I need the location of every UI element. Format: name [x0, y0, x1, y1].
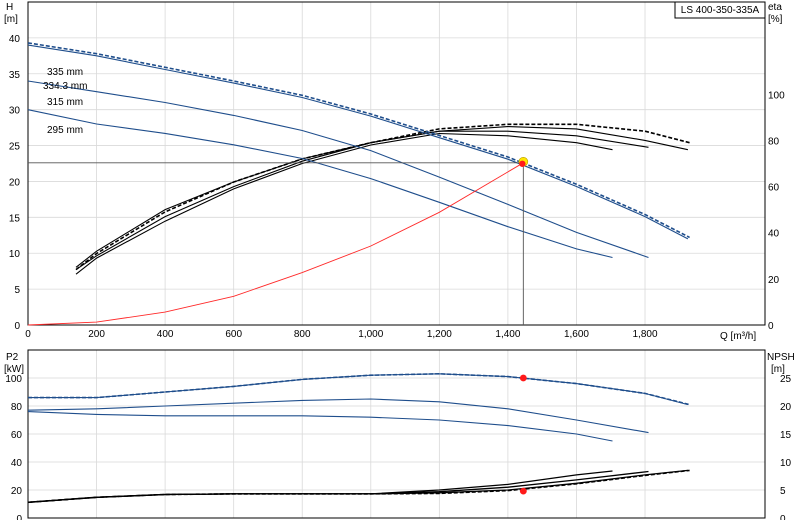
head-curve	[27, 80, 649, 259]
head-axis-unit: [m]	[4, 14, 18, 25]
power-tick-label: 0	[16, 514, 22, 520]
system-curve	[27, 162, 524, 326]
upper-panel: 335 mm 334.3 mm 315 mm 295 mm 0 5 10 15 20 25 30 3…	[4, 1, 785, 342]
power-curve	[28, 372, 690, 406]
q-tick-label: 600	[225, 329, 242, 340]
efficiency-curve	[75, 126, 689, 268]
eta-tick-label: 100	[768, 90, 785, 101]
npsh-tick-label: 15	[780, 430, 792, 441]
head-tick-label: 30	[9, 106, 21, 117]
efficiency-curve	[75, 132, 613, 275]
lower-curves	[27, 372, 690, 504]
lower-marks	[519, 374, 527, 495]
head-curve	[27, 109, 613, 259]
q-tick-label: 1,600	[564, 329, 589, 340]
head-tick-label: 25	[9, 142, 21, 153]
lower-panel: 0 20 40 60 80 100 0 5 10 15 20 25 P2 [kW] NPSH [m]	[4, 349, 795, 520]
duty-point-dot	[519, 160, 526, 167]
head-tick-label: 40	[9, 34, 21, 45]
eta-tick-label: 0	[768, 321, 774, 332]
npsh-axis-ticks: 0 5 10 15 20 25	[780, 374, 792, 520]
power-tick-label: 60	[11, 430, 23, 441]
eta-axis-label: eta	[768, 2, 782, 13]
npsh-tick-label: 25	[780, 374, 792, 385]
head-curve-label: 315 mm	[47, 97, 83, 108]
efficiency-curve	[75, 130, 649, 271]
power-axis-unit: [kW]	[4, 364, 24, 375]
head-tick-label: 10	[9, 249, 21, 260]
duty-power-dot	[519, 374, 527, 382]
q-tick-label: 800	[294, 329, 311, 340]
eta-axis-ticks: 0 20 40 60 80 100	[768, 90, 785, 332]
power-axis-label: P2	[6, 352, 19, 363]
model-label: LS 400-350-335A	[681, 5, 760, 16]
eta-tick-label: 80	[768, 136, 780, 147]
lower-grid	[28, 350, 765, 518]
head-tick-label: 0	[14, 321, 20, 332]
q-tick-label: 400	[157, 329, 174, 340]
lower-plot-frame	[27, 349, 766, 519]
head-curve-label: 334.3 mm	[43, 81, 87, 92]
upper-grid	[28, 2, 765, 325]
npsh-tick-label: 20	[780, 402, 792, 413]
head-curve	[27, 44, 689, 240]
eta-tick-label: 40	[768, 229, 780, 240]
power-curve	[28, 373, 689, 406]
power-tick-label: 20	[11, 486, 23, 497]
head-tick-label: 35	[9, 70, 21, 81]
model-label-box: LS 400-350-335A	[674, 1, 766, 19]
npsh-curve	[27, 469, 690, 504]
head-tick-label: 15	[9, 213, 21, 224]
head-curve	[27, 42, 690, 239]
upper-curves	[27, 42, 690, 326]
npsh-curve	[27, 470, 613, 503]
npsh-tick-label: 10	[780, 458, 792, 469]
head-curve-label: 295 mm	[47, 125, 83, 136]
q-axis-label: Q [m³/h]	[720, 331, 756, 342]
head-tick-label: 20	[9, 177, 21, 188]
npsh-tick-label: 5	[780, 486, 786, 497]
duty-npsh-dot	[519, 487, 527, 495]
power-tick-label: 40	[11, 458, 23, 469]
upper-plot-frame	[27, 1, 766, 326]
q-tick-label: 1,200	[427, 329, 452, 340]
eta-tick-label: 60	[768, 183, 780, 194]
npsh-tick-label: 0	[780, 514, 786, 520]
power-tick-label: 80	[11, 402, 23, 413]
npsh-axis-label: NPSH	[767, 352, 795, 363]
head-tick-label: 5	[14, 285, 20, 296]
npsh-axis-unit: [m]	[771, 364, 785, 375]
eta-tick-label: 20	[768, 275, 780, 286]
power-curve	[27, 398, 649, 434]
q-axis-ticks: 0 200 400 600 800 1,000 1,200 1,400 1,600 1,800	[25, 329, 658, 340]
head-axis-label: H	[6, 2, 13, 13]
q-tick-label: 1,800	[633, 329, 658, 340]
power-curve	[27, 411, 613, 442]
eta-axis-unit: [%]	[768, 14, 783, 25]
npsh-curve	[27, 470, 649, 503]
q-tick-label: 0	[25, 329, 31, 340]
head-curve-label: 335 mm	[47, 67, 83, 78]
head-axis-ticks: 0 5 10 15 20 25 30 35 40	[9, 34, 21, 332]
power-axis-ticks: 0 20 40 60 80 100	[5, 374, 22, 520]
efficiency-curve	[75, 123, 690, 271]
power-tick-label: 100	[5, 374, 22, 385]
q-tick-label: 1,000	[358, 329, 383, 340]
upper-marks: 335 mm 334.3 mm 315 mm 295 mm	[28, 67, 529, 325]
q-tick-label: 200	[88, 329, 105, 340]
npsh-curve	[27, 469, 688, 503]
q-tick-label: 1,400	[495, 329, 520, 340]
